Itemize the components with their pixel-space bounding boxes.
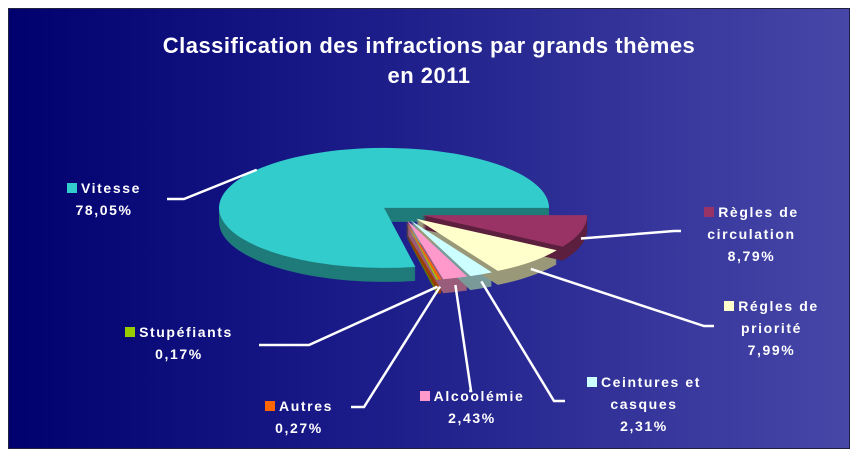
legend-swatch [704,207,715,217]
category-name: Régles de priorité [738,298,819,336]
category-name: Ceintures et casques [600,374,702,412]
data-label: Alcoolémie 2,43% [407,385,537,429]
leader-line [454,284,473,393]
leader-line [480,280,565,403]
data-label: Régles de priorité 7,99% [709,295,834,361]
value-label: 0,17% [155,346,203,362]
data-label: Autres 0,27% [249,395,349,439]
legend-swatch [265,401,276,411]
data-label: Stupéfiants 0,17% [104,321,254,365]
category-name: Vitesse [81,180,141,196]
category-label: Régles de priorité [709,295,834,339]
category-label: Vitesse [49,177,159,199]
slice [219,147,550,268]
leader-line [530,267,714,328]
legend-swatch [586,377,597,387]
value-label: 8,79% [727,248,776,264]
category-name: Autres [279,398,333,414]
slice [405,220,439,280]
value-label: 7,99% [747,342,796,358]
slice [416,218,557,271]
data-label: Ceintures et casques 2,31% [584,371,704,437]
category-name: Stupéfiants [139,324,233,340]
slice [405,220,442,280]
legend-swatch [419,391,430,401]
value-label: 2,43% [448,410,496,426]
category-label: Autres [249,395,349,417]
data-label: Vitesse 78,05% [49,177,159,221]
legend-swatch [125,327,136,337]
slice [422,215,588,247]
category-label: Stupéfiants [104,321,254,343]
category-name: Règles de circulation [707,204,799,242]
category-name: Alcoolémie [433,388,525,404]
category-label: Ceintures et casques [584,371,704,415]
leader-line [167,168,258,201]
legend-swatch [724,301,735,311]
value-label: 78,05% [75,202,133,218]
chart-frame: Classification des infractions par grand… [8,8,850,449]
chart-title: Classification des infractions par grand… [162,33,696,88]
leader-line [259,285,439,347]
legend-swatch [67,183,77,193]
slice [407,220,468,280]
value-label: 0,27% [275,420,323,436]
category-label: Règles de circulation [689,201,814,245]
slice [410,220,492,277]
leader-line [351,285,442,409]
chart [167,147,714,409]
data-label: Règles de circulation 8,79% [689,201,814,267]
value-label: 2,31% [620,418,668,434]
leader-line [580,229,681,240]
category-label: Alcoolémie [407,385,537,407]
